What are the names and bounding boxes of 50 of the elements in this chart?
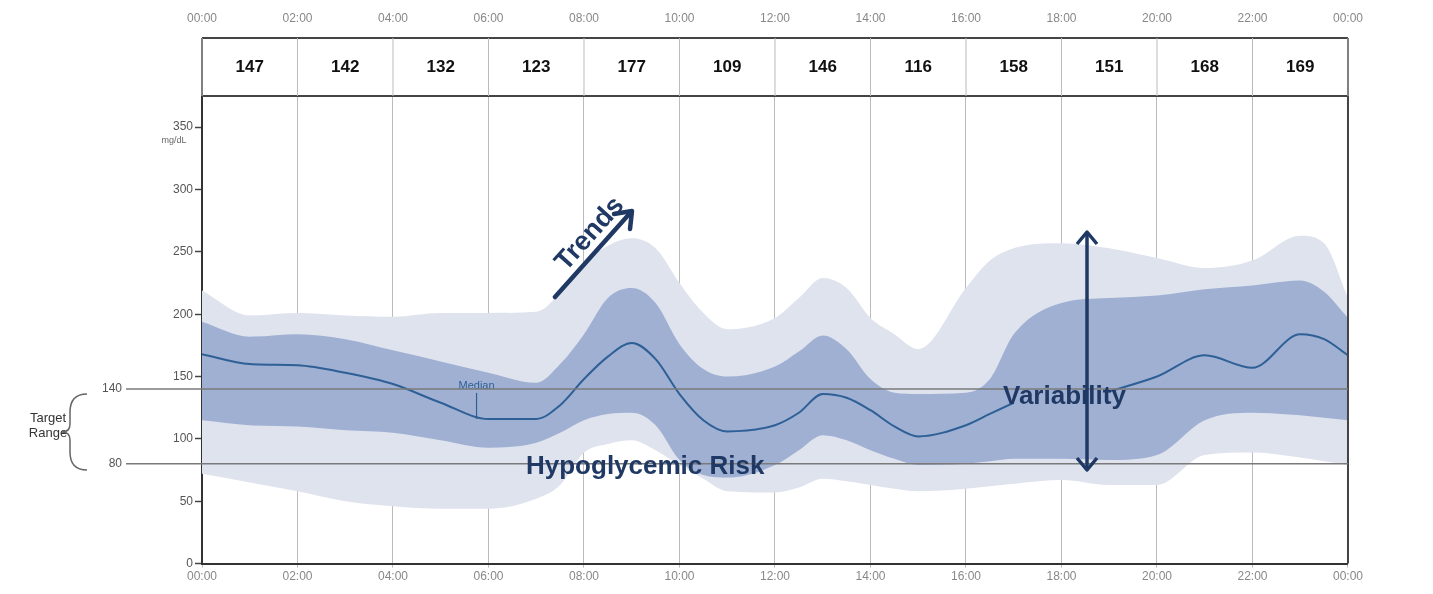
text: 142 [331,56,360,76]
x-tick-label: 12:00 [759,569,791,584]
x2-tick-label: 02:00 [282,11,313,26]
text: 109 [713,56,742,76]
x2-tick-label: 20:00 [1141,11,1173,26]
x-tick-label: 22:00 [1237,569,1268,584]
x2-tick-label: 06:00 [473,11,504,26]
x2-tick-label: 22:00 [1237,11,1268,26]
x2-tick-label: 18:00 [1046,11,1077,26]
x-tick-label: 00:00 [1332,569,1364,584]
x-tick-label: 16:00 [950,569,982,584]
text: 158 [999,56,1028,76]
text: Target Range [28,410,68,441]
x-tick-label: 06:00 [473,569,504,584]
x2-tick-label: 08:00 [568,11,600,26]
x2-tick-label: 12:00 [759,11,791,26]
text: 168 [1190,56,1219,76]
x2-tick-label: 14:00 [855,11,886,26]
y-tick-label: 250 [172,244,194,259]
text: 123 [522,56,551,76]
x-tick-label: 10:00 [664,569,695,584]
x-tick-label: 20:00 [1141,569,1173,584]
x-tick-label: 04:00 [377,569,409,584]
y-tick-label: 0 [186,555,194,570]
y-tick-label: 50 [179,493,194,508]
y-axis-title: mg/dL [161,134,187,145]
text: 169 [1286,56,1315,76]
y-tick-label: 100 [172,431,194,446]
text: 146 [808,56,837,76]
x2-tick-label: 10:00 [664,11,695,26]
x-tick-label: 14:00 [855,569,886,584]
x-tick-label: 18:00 [1046,569,1077,584]
x2-tick-label: 00:00 [186,11,218,26]
y-tick-label: 350 [172,119,194,134]
text: 147 [235,56,264,76]
x2-tick-label: 00:00 [1332,11,1364,26]
y-tick-label: 200 [172,306,194,321]
text: 177 [617,56,646,76]
text: 116 [904,56,932,76]
y-tick-label: 300 [172,181,194,196]
x-tick-label: 02:00 [282,569,313,584]
x-tick-label: 08:00 [568,569,600,584]
text: 151 [1095,56,1124,76]
x2-tick-label: 04:00 [377,11,409,26]
x2-tick-label: 16:00 [950,11,982,26]
y-tick-label: 150 [172,368,194,383]
x-tick-label: 00:00 [186,569,218,584]
ref-line-label: 140 [101,381,123,396]
ref-line-label: 80 [108,456,123,471]
text: 132 [426,56,455,76]
